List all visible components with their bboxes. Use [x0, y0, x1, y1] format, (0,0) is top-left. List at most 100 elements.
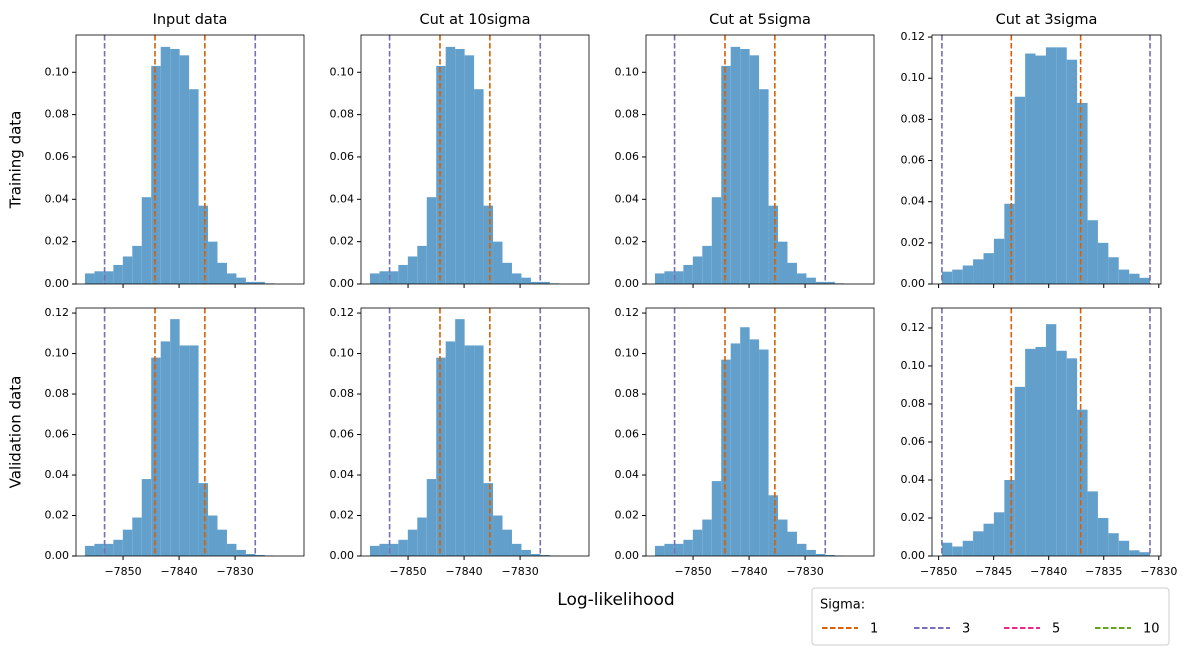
bar: [1014, 96, 1026, 284]
bar: [787, 531, 797, 556]
y-tick-label: 0.00: [330, 549, 355, 562]
y-tick-label: 0.12: [615, 306, 640, 319]
y-tick-label: 0.00: [901, 277, 926, 290]
bar: [973, 259, 984, 284]
y-tick-label: 0.06: [615, 428, 640, 441]
bar: [1066, 59, 1078, 284]
y-tick-label: 0.04: [615, 192, 640, 205]
legend-title: Sigma:: [820, 598, 865, 613]
bar: [84, 545, 95, 556]
y-tick-label: 0.04: [330, 192, 355, 205]
y-tick-label: 0.04: [615, 468, 640, 481]
bar: [236, 277, 246, 284]
bar: [721, 65, 731, 284]
panel-title: Input data: [153, 12, 228, 28]
bar: [1108, 533, 1119, 556]
y-tick-label: 0.08: [615, 108, 640, 121]
bar: [493, 241, 503, 284]
y-tick-label: 0.12: [330, 306, 355, 319]
y-tick-label: 0.04: [45, 468, 70, 481]
bar: [806, 277, 816, 284]
bar: [1129, 273, 1140, 284]
bar: [730, 46, 741, 284]
x-tick-label: −7840: [160, 565, 197, 578]
bar: [1108, 257, 1119, 284]
bar: [511, 543, 522, 556]
y-tick-label: 0.00: [330, 277, 355, 290]
bar: [245, 553, 256, 556]
bar: [94, 543, 104, 556]
bar: [796, 543, 807, 556]
bar: [993, 238, 1005, 284]
bar: [1045, 47, 1057, 284]
y-tick-label: 0.02: [615, 509, 640, 522]
bar: [1025, 348, 1036, 556]
y-tick-label: 0.10: [45, 65, 70, 78]
bar: [179, 345, 190, 556]
bar: [511, 273, 522, 284]
bar: [141, 197, 152, 284]
y-tick-label: 0.12: [901, 321, 926, 334]
bar: [151, 357, 161, 556]
bar: [654, 273, 665, 284]
axes-frame: [645, 307, 875, 557]
bar: [198, 483, 209, 556]
bar: [692, 529, 703, 556]
y-tick-label: 0.04: [330, 468, 355, 481]
bar: [654, 545, 665, 556]
bar: [749, 55, 760, 284]
bar: [474, 89, 484, 285]
bar: [236, 549, 246, 556]
bar: [540, 281, 550, 284]
y-tick-label: 0.10: [615, 65, 640, 78]
bar: [474, 345, 484, 556]
y-tick-label: 0.02: [901, 236, 926, 249]
bar: [417, 245, 427, 284]
bar: [94, 271, 104, 284]
y-tick-label: 0.00: [901, 549, 926, 562]
y-tick-label: 0.08: [45, 387, 70, 400]
axes-frame: [360, 34, 590, 285]
bar: [730, 343, 741, 556]
panel-title: Cut at 3sigma: [996, 12, 1098, 28]
bar: [1087, 491, 1098, 556]
y-tick-label: 0.06: [330, 150, 355, 163]
bar: [407, 256, 418, 284]
bar: [1139, 552, 1150, 556]
y-tick-label: 0.00: [615, 549, 640, 562]
bar: [369, 545, 380, 556]
y-tick-label: 0.10: [330, 65, 355, 78]
y-tick-label: 0.00: [45, 277, 70, 290]
bar: [151, 65, 161, 284]
axes-frame: [931, 34, 1162, 285]
bar: [426, 479, 437, 556]
bar: [464, 55, 475, 284]
bar: [983, 253, 994, 284]
panel-title: Cut at 5sigma: [709, 12, 811, 28]
bar: [749, 339, 760, 556]
bar: [778, 241, 788, 284]
y-tick-label: 0.08: [330, 108, 355, 121]
bar: [255, 554, 265, 556]
y-tick-label: 0.04: [901, 473, 926, 486]
y-tick-label: 0.08: [330, 387, 355, 400]
bar: [245, 281, 256, 284]
bar: [721, 359, 731, 556]
bar: [530, 553, 541, 556]
bar: [113, 264, 123, 284]
bar: [388, 271, 399, 284]
x-tick-label: −7850: [104, 565, 141, 578]
bar: [398, 264, 408, 284]
y-tick-label: 0.04: [901, 195, 926, 208]
bar: [369, 273, 380, 284]
bar: [407, 529, 418, 556]
bar: [521, 277, 531, 284]
bar: [521, 549, 531, 556]
bar: [768, 205, 779, 284]
bar: [455, 319, 465, 556]
x-tick-label: −7840: [1030, 565, 1067, 578]
y-tick-label: 0.06: [901, 435, 926, 448]
y-tick-label: 0.02: [330, 509, 355, 522]
bar: [941, 271, 953, 284]
bar: [426, 197, 437, 284]
